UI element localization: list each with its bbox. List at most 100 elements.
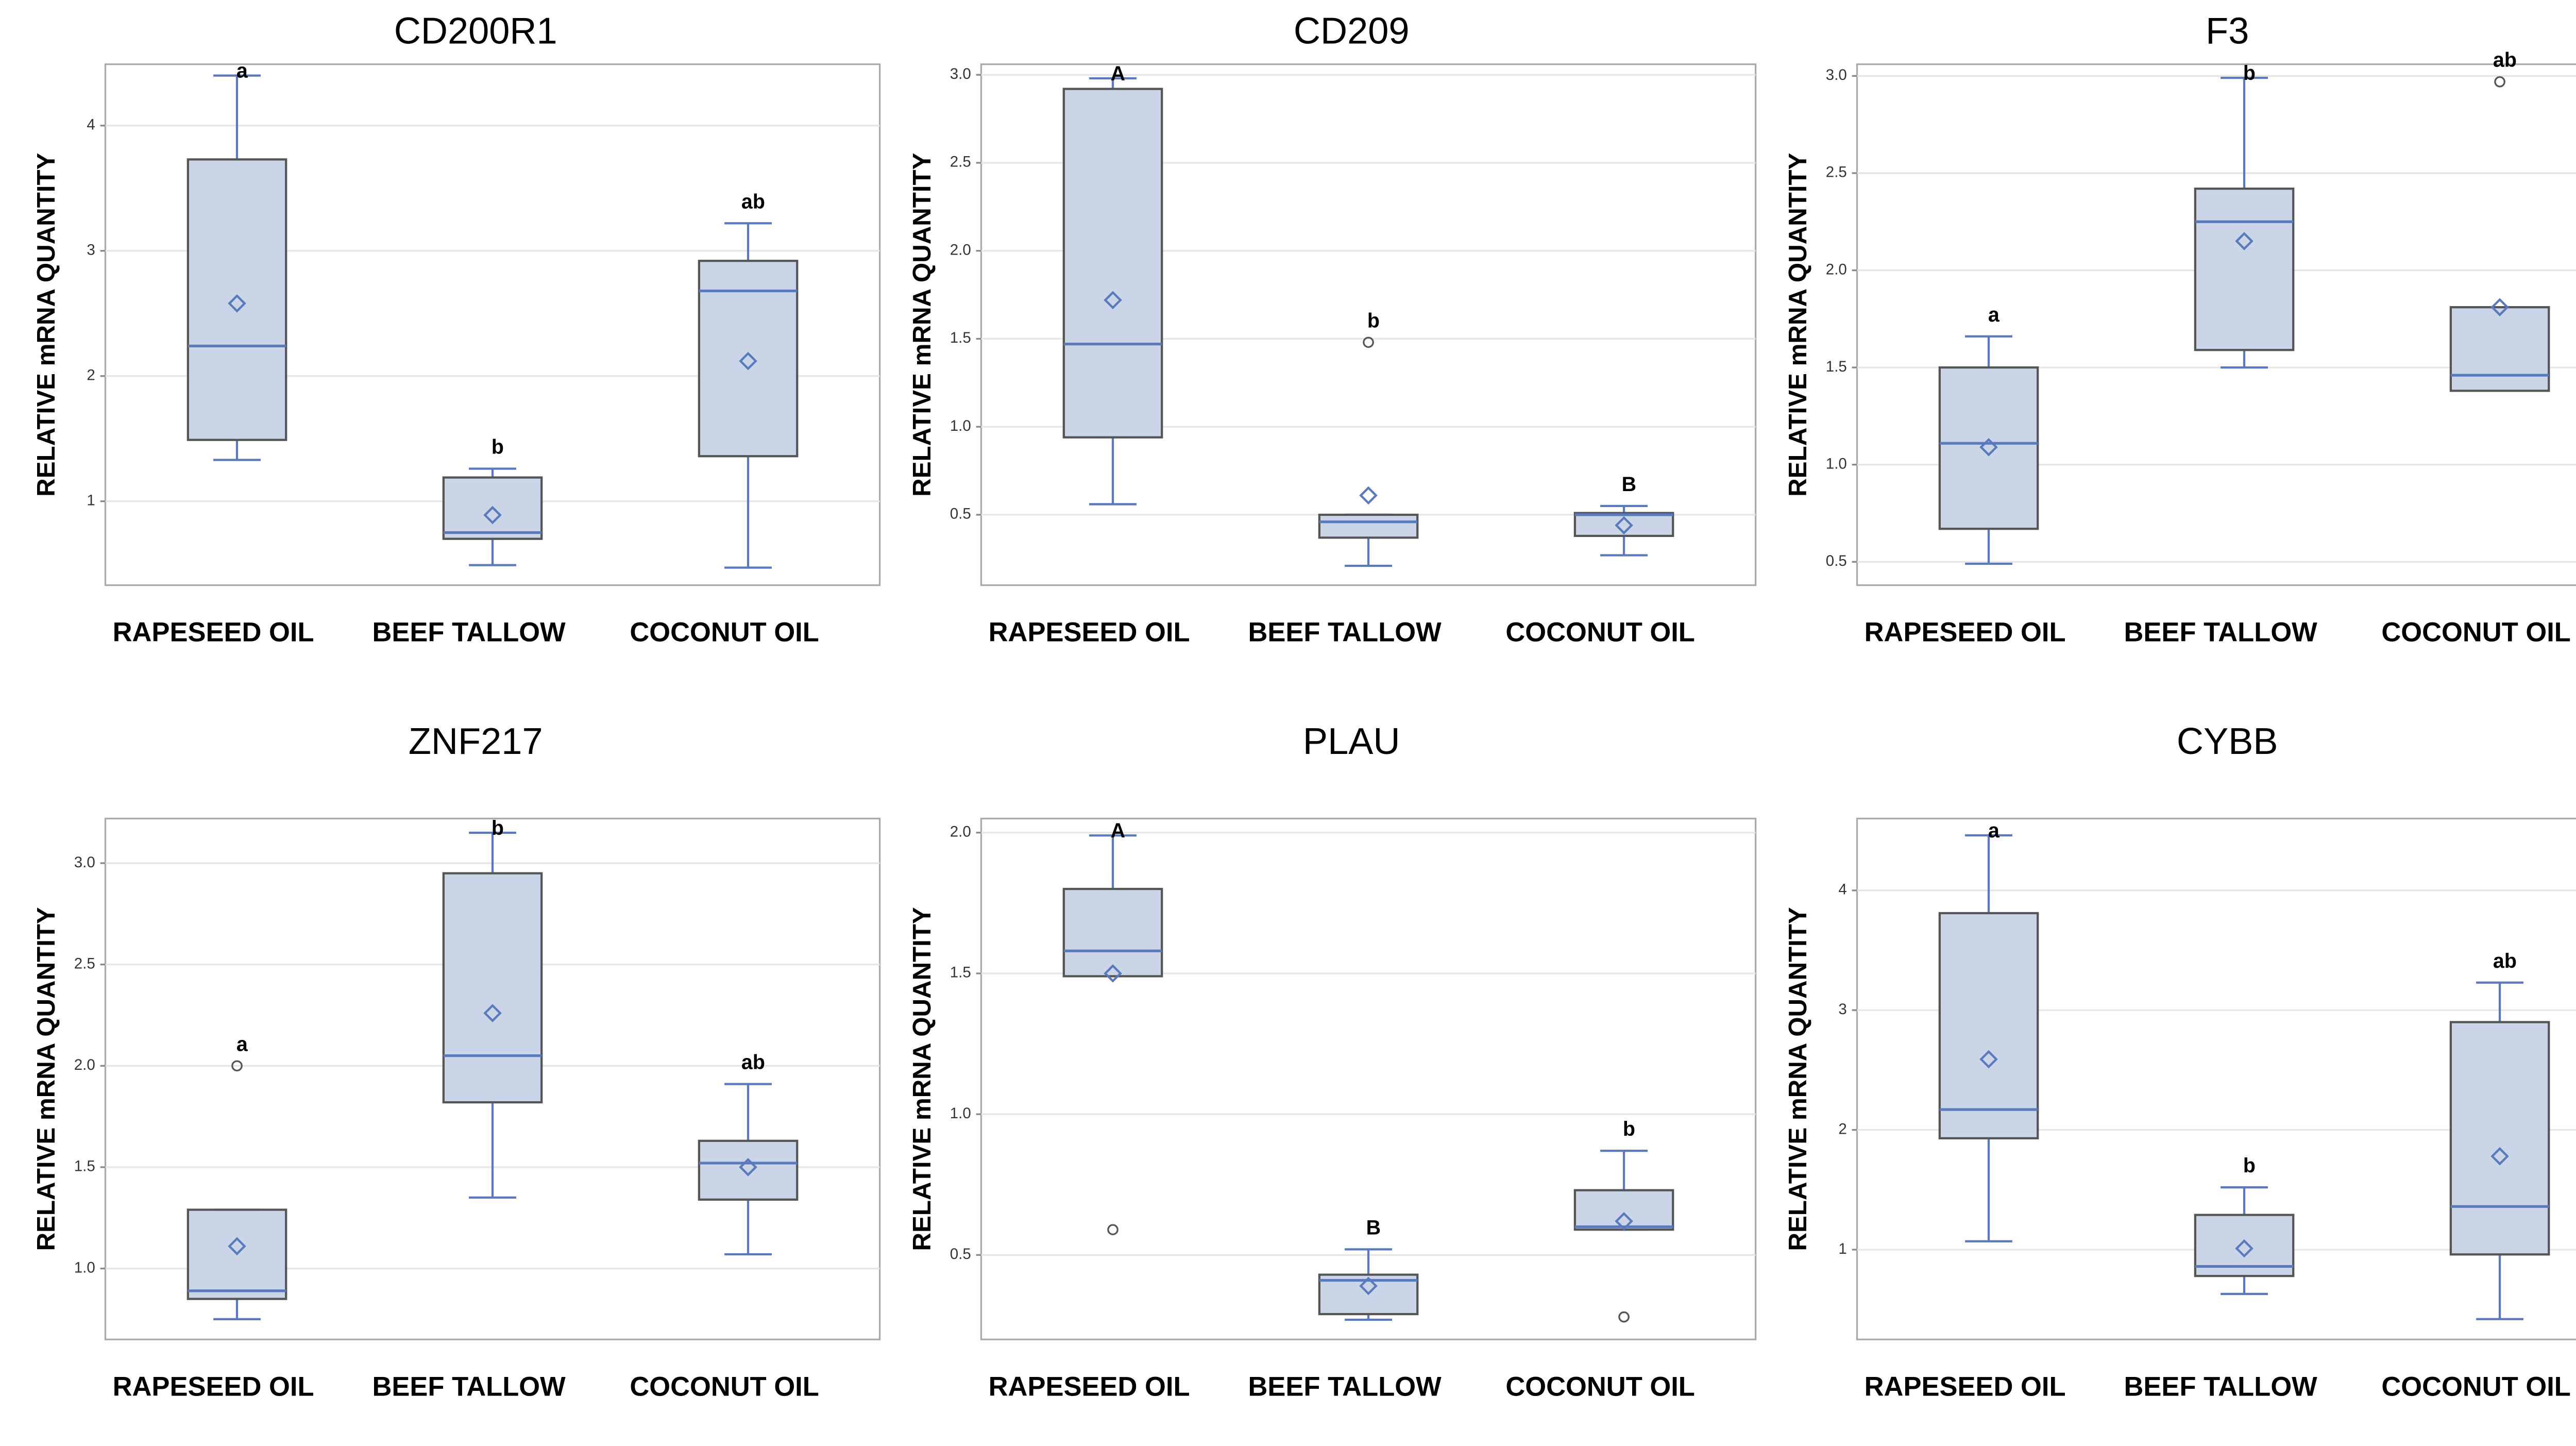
chart-title: CD209 (1294, 11, 1410, 52)
box (442, 872, 543, 1104)
box (1062, 887, 1163, 978)
group-letter: b (2243, 1154, 2256, 1177)
y-tick-label: 4 (87, 116, 95, 133)
y-tick-label: 1.5 (74, 1158, 95, 1175)
x-tick-label: COCONUT OIL (1505, 1371, 1694, 1402)
y-axis-label: RELATIVE mRNA QUANTITY (1784, 907, 1812, 1251)
box (1318, 513, 1419, 539)
y-tick-label: 2.0 (950, 241, 971, 258)
mean-marker (228, 1237, 246, 1256)
group-letter: ab (2493, 950, 2517, 972)
y-tick-label: 1.5 (950, 964, 971, 981)
group-letter: ab (741, 190, 765, 213)
y-axis-label: RELATIVE mRNA QUANTITY (32, 907, 60, 1251)
x-tick-label: RAPESEED OIL (989, 1371, 1190, 1402)
plot-frame (1856, 817, 2576, 1340)
x-tick-label: BEEF TALLOW (2124, 1371, 2318, 1402)
box (1938, 912, 2039, 1139)
y-tick-label: 3.0 (1826, 66, 1847, 83)
y-tick-label: 1.5 (1826, 358, 1847, 375)
mean-marker (2490, 298, 2509, 316)
group-letter: b (492, 436, 504, 459)
y-tick-label: 1 (1838, 1240, 1846, 1257)
mean-marker (228, 294, 246, 313)
y-axis-label: RELATIVE mRNA QUANTITY (1784, 153, 1812, 496)
plot-frame (104, 63, 881, 586)
mean-marker (1979, 1050, 1998, 1069)
x-tick-label: BEEF TALLOW (372, 617, 566, 648)
outlier (231, 1060, 243, 1072)
plot-frame (980, 817, 1757, 1340)
box (698, 260, 799, 458)
x-tick-label: COCONUT OIL (630, 617, 819, 648)
mean-marker (1104, 291, 1122, 310)
box (1062, 88, 1163, 439)
y-tick-label: 2.5 (1826, 164, 1847, 181)
y-tick-label: 3 (1838, 1001, 1846, 1018)
x-tick-label: RAPESEED OIL (1865, 617, 2066, 648)
chart-title: CYBB (2177, 721, 2278, 762)
group-letter: a (1988, 304, 2000, 326)
box (1573, 1189, 1674, 1231)
chart-title: ZNF217 (409, 721, 543, 762)
group-letter: a (236, 1033, 248, 1055)
mean-marker (1615, 1212, 1633, 1231)
x-tick-label: BEEF TALLOW (2124, 617, 2318, 648)
mean-marker (1359, 1276, 1378, 1296)
y-axis-label: RELATIVE mRNA QUANTITY (32, 153, 60, 496)
group-letter: B (1366, 1216, 1381, 1239)
x-tick-label: RAPESEED OIL (113, 617, 314, 648)
y-tick-label: 1 (87, 492, 95, 509)
box (698, 1139, 799, 1201)
y-tick-label: 2 (87, 367, 95, 384)
mean-marker (1359, 486, 1378, 505)
chart-title: F3 (2206, 11, 2249, 52)
chart-title: CD200R1 (394, 11, 557, 52)
group-letter: A (1111, 62, 1125, 85)
plot-frame (104, 817, 881, 1340)
y-tick-label: 4 (1838, 881, 1846, 898)
mean-marker (2235, 232, 2253, 250)
group-letter: A (1111, 819, 1125, 842)
plot-frame (1856, 63, 2576, 586)
mean-marker (1104, 964, 1122, 983)
y-axis-label: RELATIVE mRNA QUANTITY (908, 907, 936, 1251)
y-tick-label: 2.5 (950, 154, 971, 171)
y-tick-label: 1.0 (1826, 455, 1847, 472)
group-letter: b (1367, 309, 1380, 332)
box (2449, 1021, 2550, 1256)
x-tick-label: COCONUT OIL (2381, 617, 2570, 648)
y-tick-label: 0.5 (950, 506, 971, 523)
box (1938, 366, 2039, 530)
x-tick-label: RAPESEED OIL (989, 617, 1190, 648)
outlier (2494, 76, 2505, 88)
group-letter: ab (741, 1051, 765, 1074)
x-tick-label: RAPESEED OIL (113, 1371, 314, 1402)
x-tick-label: COCONUT OIL (2381, 1371, 2570, 1402)
y-tick-label: 2.0 (950, 823, 971, 840)
y-tick-label: 3 (87, 242, 95, 259)
mean-marker (739, 1158, 757, 1176)
y-tick-label: 2.0 (74, 1056, 95, 1073)
y-tick-label: 2 (1838, 1120, 1846, 1137)
y-tick-label: 2.0 (1826, 261, 1847, 278)
mean-marker (1979, 438, 1998, 457)
outlier (1618, 1311, 1630, 1323)
group-letter: B (1622, 473, 1636, 496)
mean-marker (483, 506, 502, 525)
box (187, 158, 287, 441)
box (2449, 306, 2550, 392)
group-letter: a (1988, 819, 2000, 842)
group-letter: ab (2493, 49, 2517, 72)
plot-frame (980, 63, 1757, 586)
y-tick-label: 1.0 (74, 1259, 95, 1276)
x-tick-label: COCONUT OIL (630, 1371, 819, 1402)
group-letter: b (2243, 62, 2256, 85)
y-tick-label: 0.5 (950, 1246, 971, 1263)
mean-marker (483, 1004, 502, 1022)
group-letter: b (492, 817, 504, 839)
x-tick-label: COCONUT OIL (1505, 617, 1694, 648)
y-tick-label: 3.0 (74, 854, 95, 871)
y-tick-label: 0.5 (1826, 552, 1847, 569)
